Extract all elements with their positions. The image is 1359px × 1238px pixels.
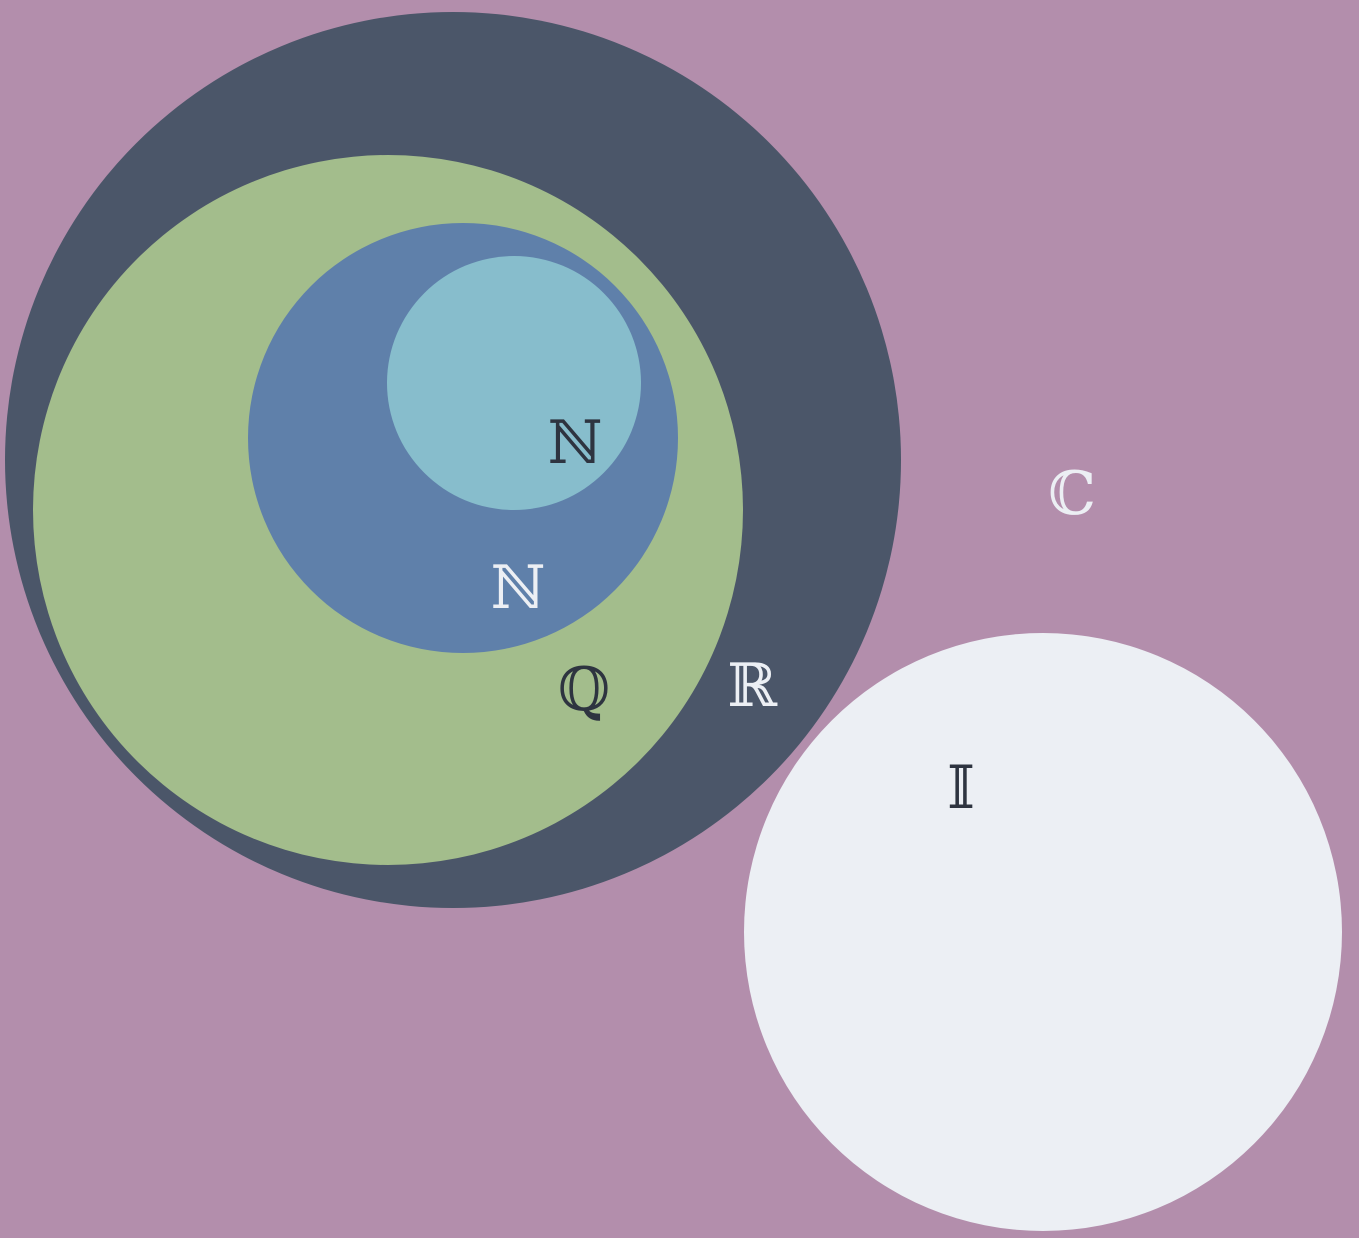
complex-set-label: ℂ [1048, 459, 1096, 529]
irrational-set-label: 𝕀 [947, 753, 975, 823]
irrational-set-circle [744, 633, 1342, 1231]
integer-set-label: ℕ [491, 553, 546, 623]
rational-set-label: ℚ [558, 655, 610, 725]
natural-set-circle [387, 256, 641, 510]
real-set-label: ℝ [727, 651, 778, 721]
natural-set-label: ℕ [548, 408, 603, 478]
